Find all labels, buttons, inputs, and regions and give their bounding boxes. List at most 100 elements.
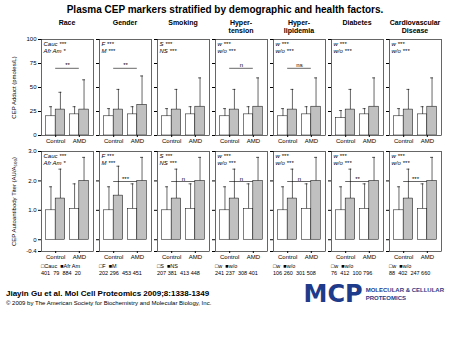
svg-text:w ***: w *** xyxy=(276,41,290,47)
svg-text:Control: Control xyxy=(220,254,239,260)
svg-text:Control: Control xyxy=(220,138,239,144)
svg-text:AMD: AMD xyxy=(363,254,377,260)
svg-text:Control: Control xyxy=(394,138,413,144)
svg-text:CEP Adduct (pmoles/L): CEP Adduct (pmoles/L) xyxy=(11,56,17,118)
svg-text:Control: Control xyxy=(278,138,297,144)
svg-text:**: ** xyxy=(355,176,360,182)
svg-text:Control: Control xyxy=(46,138,65,144)
svg-text:AMD: AMD xyxy=(73,138,87,144)
svg-text:Control: Control xyxy=(336,254,355,260)
svg-text:AMD: AMD xyxy=(421,254,435,260)
svg-text:Control: Control xyxy=(394,254,413,260)
svg-text:AMD: AMD xyxy=(73,254,87,260)
html-text:□F ■M: □F ■M xyxy=(99,263,117,269)
svg-text:Afr Am *: Afr Am * xyxy=(43,160,67,166)
html-text:□w ■w/o: □w ■w/o xyxy=(331,263,354,269)
html-text:Smoking: Smoking xyxy=(168,19,198,26)
svg-text:w ***: w *** xyxy=(218,153,232,159)
svg-text:F ***: F *** xyxy=(102,41,115,47)
svg-text:AMD: AMD xyxy=(131,138,145,144)
svg-text:w/o ***: w/o *** xyxy=(392,160,411,166)
svg-text:n: n xyxy=(298,176,301,182)
svg-text:n: n xyxy=(240,176,243,182)
svg-text:w/o ***: w/o *** xyxy=(334,48,353,54)
svg-text:S ***: S *** xyxy=(160,41,173,47)
svg-text:Control: Control xyxy=(162,254,181,260)
svg-text:w/o ***: w/o *** xyxy=(218,48,237,54)
svg-text:Control: Control xyxy=(104,254,123,260)
html-text:Cardiovascular Disease: Cardiovascular Disease xyxy=(389,19,441,34)
html-text:401 79 884 20: 401 79 884 20 xyxy=(41,270,81,276)
html-text:Diabetes: Diabetes xyxy=(342,19,372,26)
svg-text:Cauc ***: Cauc *** xyxy=(44,153,67,159)
svg-text:***: *** xyxy=(412,176,420,182)
svg-text:M ***: M *** xyxy=(102,48,116,54)
svg-text:n: n xyxy=(240,62,243,68)
html-text:Jiayin Gu et al. Mol Cell Prot: Jiayin Gu et al. Mol Cell Proteomics 200… xyxy=(6,289,210,298)
svg-text:0: 0 xyxy=(33,237,37,243)
svg-text:w/o ***: w/o *** xyxy=(276,160,295,166)
svg-text:AMD: AMD xyxy=(131,254,145,260)
svg-text:Control: Control xyxy=(336,138,355,144)
svg-text:w/o ***: w/o *** xyxy=(218,160,237,166)
html-text:76 412 100 796: 76 412 100 796 xyxy=(331,270,373,276)
html-text:106 260 301 508: 106 260 301 508 xyxy=(273,270,316,276)
svg-text:AMD: AMD xyxy=(247,254,261,260)
svg-text:1.0: 1.0 xyxy=(28,207,37,213)
svg-text:AMD: AMD xyxy=(247,138,261,144)
svg-text:AMD: AMD xyxy=(189,138,203,144)
svg-text:-0.4: -0.4 xyxy=(26,248,37,254)
svg-text:w ***: w *** xyxy=(392,153,406,159)
html-text:□S ■NS: □S ■NS xyxy=(157,263,178,269)
html-text:241 237 308 401: 241 237 308 401 xyxy=(215,270,258,276)
svg-text:w ***: w *** xyxy=(218,41,232,47)
svg-text:w ***: w *** xyxy=(334,41,348,47)
svg-text:Control: Control xyxy=(278,254,297,260)
svg-text:F ***: F *** xyxy=(102,153,115,159)
html-text:207 381 413 448: 207 381 413 448 xyxy=(157,270,200,276)
svg-text:Control: Control xyxy=(162,138,181,144)
svg-text:w ***: w *** xyxy=(392,41,406,47)
svg-text:w/o ***: w/o *** xyxy=(334,160,353,166)
svg-text:CEP Autoantibody Titer (AU/A₅₀: CEP Autoantibody Titer (AU/A₅₀₀) xyxy=(11,157,17,246)
svg-text:25: 25 xyxy=(30,108,37,114)
svg-text:**: ** xyxy=(123,62,128,68)
svg-text:w ***: w *** xyxy=(276,153,290,159)
svg-text:w/o ***: w/o *** xyxy=(392,48,411,54)
svg-text:**: ** xyxy=(65,62,70,68)
svg-text:AMD: AMD xyxy=(305,138,319,144)
svg-text:0: 0 xyxy=(33,132,37,138)
svg-text:n: n xyxy=(182,176,185,182)
svg-text:S ***: S *** xyxy=(160,153,173,159)
html-text:Hyper- tension: Hyper- tension xyxy=(228,19,254,34)
svg-text:Control: Control xyxy=(46,254,65,260)
svg-text:100: 100 xyxy=(26,36,37,42)
svg-text:50: 50 xyxy=(30,84,37,90)
svg-text:AMD: AMD xyxy=(363,138,377,144)
svg-text:w/o ***: w/o *** xyxy=(276,48,295,54)
svg-text:NS ***: NS *** xyxy=(160,48,178,54)
html-text:Gender: Gender xyxy=(112,19,138,26)
svg-text:AMD: AMD xyxy=(305,254,319,260)
svg-text:Afr Am *: Afr Am * xyxy=(43,48,67,54)
html-text:Race: Race xyxy=(58,19,76,26)
svg-text:***: *** xyxy=(122,176,130,182)
html-text:□w ■w/o: □w ■w/o xyxy=(215,263,238,269)
svg-text:3.0: 3.0 xyxy=(28,148,37,154)
svg-text:M ***: M *** xyxy=(102,160,116,166)
html-text:□w ■w/o: □w ■w/o xyxy=(273,263,296,269)
svg-text:Control: Control xyxy=(104,138,123,144)
svg-text:ns: ns xyxy=(296,62,302,68)
html-text:□Cauc ■Afr Am: □Cauc ■Afr Am xyxy=(41,263,80,269)
svg-text:2.0: 2.0 xyxy=(28,178,37,184)
svg-text:NS ***: NS *** xyxy=(160,160,178,166)
svg-text:75: 75 xyxy=(30,60,37,66)
html-text:MCP: MCP xyxy=(303,280,363,308)
html-text:Plasma CEP markers stratified: Plasma CEP markers stratified by demogra… xyxy=(66,4,384,15)
html-text:202 296 453 451: 202 296 453 451 xyxy=(99,270,142,276)
svg-text:w ***: w *** xyxy=(334,153,348,159)
svg-text:AMD: AMD xyxy=(421,138,435,144)
html-text:Hyper- lipidemia: Hyper- lipidemia xyxy=(283,19,315,34)
svg-text:AMD: AMD xyxy=(189,254,203,260)
svg-text:Cauc ***: Cauc *** xyxy=(44,41,67,47)
